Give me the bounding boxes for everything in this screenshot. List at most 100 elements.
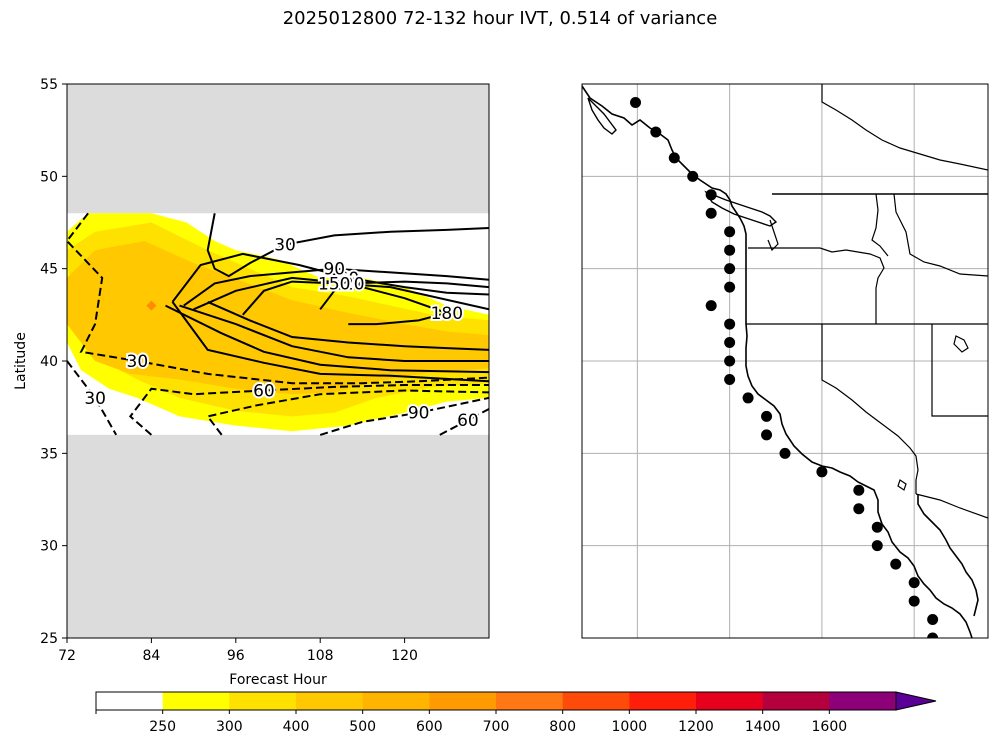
coastal-point-marker — [816, 466, 828, 478]
x-tick-label: 96 — [227, 648, 245, 664]
colorbar-tick-label: 1400 — [745, 719, 781, 735]
x-tick-label: 108 — [307, 648, 334, 664]
coastal-point-marker — [761, 410, 773, 422]
vancouver-island — [704, 190, 778, 227]
coastal-point-marker — [705, 189, 717, 201]
state-borders — [746, 84, 988, 519]
coastal-point-marker — [724, 226, 736, 238]
contour-line-pos90-2 — [183, 267, 489, 307]
x-axis-label: Forecast Hour — [229, 672, 327, 688]
contour-line-neg60-13 — [205, 389, 489, 436]
colorbar-tick-label: 1200 — [678, 719, 714, 735]
contour-line-pos150-4 — [242, 280, 489, 316]
contour-label: 60 — [253, 382, 275, 402]
puget-sound — [767, 219, 779, 252]
colorbar-segments — [95, 691, 937, 711]
contour-label: 120 — [332, 274, 364, 294]
contour-line-pos90-8 — [165, 304, 489, 374]
contour-lines — [67, 212, 489, 436]
colorbar-segment — [429, 692, 497, 710]
contour-line-pos120-7 — [179, 304, 489, 362]
colorbar-tick-label: 700 — [483, 719, 510, 735]
haida-gwaii — [587, 97, 617, 135]
contour-label: 60 — [457, 411, 479, 431]
colorbar-ticks: 250 300 400 500 600 700 800 1000 1200 1400 1600 — [95, 710, 848, 735]
coastal-point-marker — [687, 170, 699, 182]
great-salt-lake — [953, 335, 969, 353]
coastal-point-marker — [761, 429, 773, 441]
colorbar-tick-label: 300 — [216, 719, 243, 735]
right-panel — [581, 83, 989, 639]
contour-label: 30 — [84, 389, 106, 409]
colorbar-segment — [296, 692, 364, 710]
colorbar-segment — [562, 692, 630, 710]
contour-label: 90 — [408, 404, 430, 424]
coastal-point-marker — [668, 152, 680, 164]
x-tick-label: 120 — [391, 648, 418, 664]
coastal-point-marker — [871, 540, 883, 552]
max-marker-diamond — [146, 300, 157, 311]
contour-line-pos150-6 — [207, 300, 489, 351]
coastal-point-marker — [705, 300, 717, 312]
contour-label: 90 — [323, 260, 345, 280]
coastal-point-marker — [650, 126, 662, 138]
y-tick-label: 45 — [40, 262, 58, 278]
colorbar: 250 300 400 500 600 700 800 1000 1200 1400 1600 — [95, 691, 937, 735]
x-tick-label: 84 — [142, 648, 160, 664]
colorbar-extend-arrow — [895, 691, 937, 711]
coastal-point-marker — [908, 595, 920, 607]
colorbar-tick-label: 600 — [416, 719, 443, 735]
coastal-point-marker — [724, 355, 736, 367]
y-tick-label: 50 — [40, 169, 58, 185]
colorbar-segment — [696, 692, 764, 710]
coastal-point-marker — [853, 484, 865, 496]
colorbar-segment — [362, 692, 430, 710]
contour-line-pos60-9 — [171, 301, 489, 383]
gulf-coastline — [917, 494, 979, 617]
colorbar-tick-label: 800 — [549, 719, 576, 735]
contour-label: 30 — [274, 236, 296, 256]
x-tick-label: 72 — [58, 648, 76, 664]
y-tick-label: 25 — [40, 631, 58, 647]
colorbar-tick-label: 250 — [149, 719, 176, 735]
contour-line-pos180-5 — [319, 286, 451, 326]
coastline — [582, 85, 973, 638]
colorbar-segment — [229, 692, 297, 710]
coastal-point-marker — [853, 503, 865, 515]
coastal-point-marker — [724, 337, 736, 349]
salton-sea — [897, 479, 907, 491]
contour-label: 30 — [127, 352, 149, 372]
coastal-point-marker — [724, 281, 736, 293]
colorbar-segment — [496, 692, 564, 710]
colorbar-tick-label: 1600 — [812, 719, 848, 735]
coastal-point-marker — [871, 521, 883, 533]
right-axes-frame — [581, 83, 989, 639]
map-outlines — [582, 84, 988, 638]
contour-label: 60 — [338, 269, 360, 289]
coastal-point-marker — [742, 392, 754, 404]
coastal-point-marker — [724, 318, 736, 330]
coastal-point-marker — [724, 263, 736, 275]
colorbar-segment — [96, 692, 164, 710]
fill-level-400 — [67, 241, 489, 395]
coastal-point-marker — [705, 207, 717, 219]
coastal-point-marker — [630, 96, 642, 108]
y-axis-label: Latitude — [13, 332, 29, 390]
contour-line-neg30-10 — [67, 212, 489, 385]
y-tick-label: 55 — [40, 77, 58, 93]
coastal-point-marker — [724, 373, 736, 385]
contour-line-pos30-0 — [206, 213, 489, 278]
colorbar-tick-label: 1000 — [612, 719, 648, 735]
coastal-point-marker — [927, 632, 939, 638]
contour-line-neg30-11 — [67, 360, 118, 436]
y-tick-label: 30 — [40, 539, 58, 555]
colorbar-segment — [829, 692, 897, 710]
contour-label: 180 — [431, 304, 463, 324]
contour-label: 150 — [318, 274, 350, 294]
coastal-point-marker — [927, 614, 939, 626]
colorbar-segment — [629, 692, 697, 710]
x-axis-ticks: 72 84 96 108 120 — [58, 638, 418, 664]
